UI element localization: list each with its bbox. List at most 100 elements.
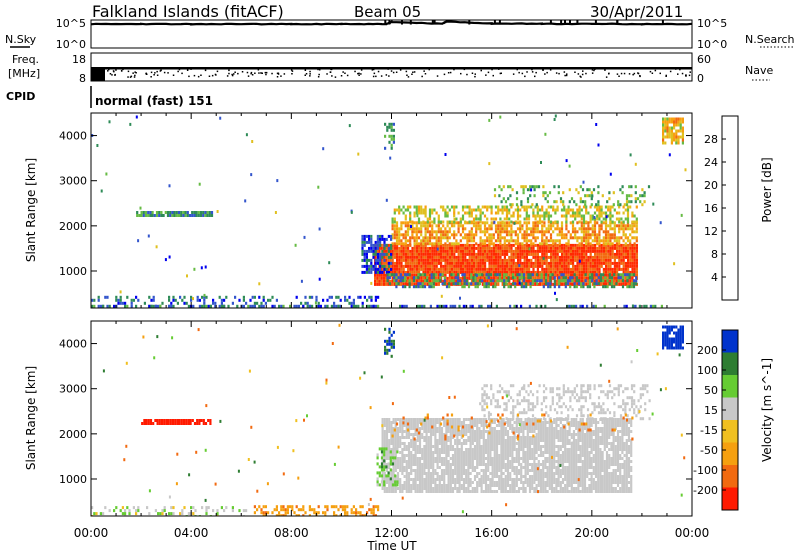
scatter-cell bbox=[597, 276, 600, 280]
scatter-cell bbox=[390, 427, 393, 430]
scatter-cell bbox=[486, 227, 489, 231]
scatter-cell bbox=[395, 233, 399, 237]
scatter-cell bbox=[455, 258, 458, 262]
scatter-cell bbox=[596, 208, 599, 212]
scatter-cell bbox=[469, 436, 472, 439]
scatter-cell bbox=[473, 457, 477, 460]
scatter-cell bbox=[516, 227, 520, 231]
scatter-cell bbox=[406, 233, 410, 237]
nave-point bbox=[563, 71, 566, 73]
scatter-cell bbox=[420, 276, 423, 280]
scatter-cell bbox=[490, 236, 493, 240]
scatter-cell bbox=[578, 255, 581, 259]
scatter-cell bbox=[448, 236, 451, 240]
scatter-cell bbox=[363, 234, 366, 238]
scatter-cell bbox=[402, 282, 405, 286]
cpid-label: CPID bbox=[6, 90, 35, 103]
scatter-cell bbox=[183, 301, 186, 305]
scatter-cell bbox=[464, 249, 467, 253]
scatter-cell bbox=[372, 264, 375, 268]
scatter-cell bbox=[523, 230, 526, 234]
scatter-cell bbox=[421, 451, 424, 454]
scatter-cell bbox=[504, 200, 508, 204]
scatter-cell bbox=[446, 220, 449, 224]
scatter-cell bbox=[615, 239, 619, 243]
scatter-cell bbox=[394, 445, 397, 448]
scatter-cell bbox=[629, 246, 632, 250]
scatter-cell bbox=[679, 120, 682, 124]
scatter-cell bbox=[490, 246, 493, 250]
scatter-cell bbox=[381, 270, 384, 274]
scatter-cell bbox=[522, 191, 525, 195]
scatter-cell bbox=[422, 239, 425, 243]
scatter-cell bbox=[552, 255, 555, 259]
scatter-cell bbox=[563, 236, 566, 240]
scatter-cell bbox=[607, 242, 610, 246]
scatter-cell bbox=[618, 230, 621, 234]
scatter-cell bbox=[643, 200, 646, 204]
scatter-cell bbox=[401, 469, 404, 472]
scatter-cell bbox=[618, 243, 621, 247]
freq-label: Freq. bbox=[12, 53, 39, 66]
scatter-cell bbox=[392, 134, 395, 138]
scatter-cell bbox=[477, 279, 480, 283]
scatter-cell bbox=[404, 249, 407, 253]
scatter-cell bbox=[443, 469, 446, 472]
scatter-cell bbox=[429, 448, 433, 451]
scatter-cell bbox=[585, 270, 588, 274]
scatter-cell bbox=[407, 457, 411, 460]
scatter-cell bbox=[451, 448, 455, 451]
scatter-cell bbox=[437, 261, 440, 265]
scatter-cell bbox=[680, 213, 683, 217]
scatter-cell bbox=[421, 304, 424, 308]
scatter-cell bbox=[465, 427, 468, 430]
scatter-cell bbox=[447, 469, 450, 472]
scatter-cell bbox=[598, 211, 601, 215]
scatter-cell bbox=[556, 252, 559, 256]
scatter-cell bbox=[386, 279, 389, 283]
scatter-cell bbox=[381, 421, 384, 424]
scatter-cell bbox=[432, 457, 435, 460]
scatter-cell bbox=[204, 214, 207, 217]
scatter-cell bbox=[468, 249, 471, 253]
scatter-cell bbox=[523, 267, 526, 271]
scatter-cell bbox=[549, 233, 553, 237]
scatter-cell bbox=[547, 264, 550, 268]
scatter-cell bbox=[516, 217, 520, 221]
scatter-cell bbox=[420, 205, 423, 209]
scatter-cell bbox=[432, 285, 435, 289]
scatter-cell bbox=[492, 243, 495, 247]
scatter-cell bbox=[556, 264, 559, 268]
scatter-cell bbox=[588, 194, 591, 198]
scatter-cell bbox=[446, 252, 449, 256]
scatter-cell bbox=[633, 258, 636, 262]
scatter-cell bbox=[459, 233, 462, 237]
scatter-cell bbox=[532, 252, 535, 256]
scatter-cell bbox=[380, 261, 383, 265]
scatter-cell bbox=[530, 242, 533, 246]
scatter-cell bbox=[214, 301, 217, 305]
nave-point bbox=[447, 72, 450, 74]
scatter-cell bbox=[379, 243, 382, 247]
scatter-cell bbox=[581, 188, 585, 192]
scatter-cell bbox=[607, 258, 610, 262]
scatter-cell bbox=[442, 246, 445, 250]
scatter-cell bbox=[635, 239, 638, 243]
scatter-cell bbox=[415, 211, 418, 215]
scatter-cell bbox=[439, 279, 442, 283]
scatter-cell bbox=[462, 270, 465, 274]
scatter-cell bbox=[421, 282, 424, 286]
scatter-cell bbox=[677, 138, 680, 142]
scatter-cell bbox=[525, 230, 528, 234]
scatter-cell bbox=[432, 418, 435, 421]
scatter-cell bbox=[444, 211, 447, 215]
scatter-cell bbox=[173, 211, 176, 214]
scatter-cell bbox=[600, 208, 603, 212]
scatter-cell bbox=[607, 255, 610, 259]
scatter-cell bbox=[592, 304, 595, 308]
scatter-cell bbox=[494, 217, 498, 221]
scatter-cell bbox=[469, 442, 472, 445]
scatter-cell bbox=[385, 478, 389, 481]
scatter-cell bbox=[446, 249, 449, 253]
scatter-cell bbox=[429, 246, 432, 250]
